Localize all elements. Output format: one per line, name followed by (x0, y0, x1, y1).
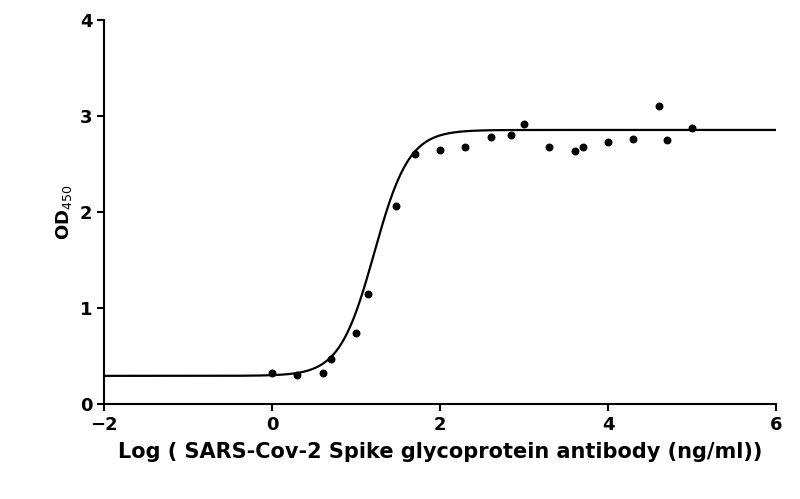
Point (316, 369, 329, 377)
Point (266, 369, 278, 377)
Point (518, 120, 530, 128)
Point (484, 133, 497, 141)
Point (686, 124, 698, 132)
Point (362, 290, 374, 298)
Point (602, 138, 614, 146)
Point (576, 143, 589, 151)
Point (568, 147, 581, 155)
X-axis label: Log ( SARS-Cov-2 Spike glycoprotein antibody (ng/ml)): Log ( SARS-Cov-2 Spike glycoprotein anti… (118, 442, 762, 463)
Point (627, 135, 640, 143)
Point (408, 151, 421, 159)
Point (291, 371, 304, 379)
Point (459, 143, 472, 151)
Point (652, 102, 665, 110)
Point (390, 202, 402, 210)
Y-axis label: OD$_{450}$: OD$_{450}$ (54, 184, 74, 240)
Point (434, 146, 446, 154)
Point (660, 136, 673, 144)
Point (505, 131, 518, 139)
Point (350, 329, 362, 337)
Point (324, 355, 337, 363)
Point (543, 143, 556, 151)
